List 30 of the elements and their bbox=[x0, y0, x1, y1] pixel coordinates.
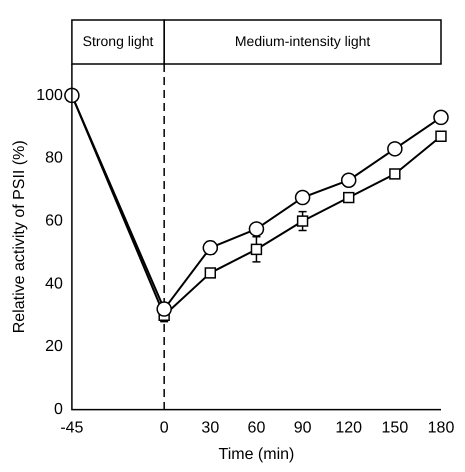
x-tick-label: 150 bbox=[382, 420, 408, 437]
point bbox=[250, 244, 262, 256]
x-tick-label: 90 bbox=[294, 420, 312, 437]
point bbox=[433, 110, 449, 126]
text: Strong light bbox=[82, 32, 154, 49]
x-tick-label: 120 bbox=[335, 420, 362, 437]
x-tick-label: -45 bbox=[60, 420, 84, 437]
y-axis-title: Relative activity of PSII (%) bbox=[11, 140, 28, 334]
x-tick-label: 180 bbox=[428, 420, 454, 437]
y-tick-label: 80 bbox=[45, 150, 63, 167]
y-tick-label: 20 bbox=[45, 338, 63, 356]
text: Medium-intensity light bbox=[234, 32, 370, 49]
x-tick-label: 30 bbox=[201, 420, 220, 437]
point bbox=[387, 141, 403, 157]
point bbox=[248, 221, 264, 237]
point bbox=[294, 190, 310, 206]
x-tick-label: 0 bbox=[160, 420, 169, 437]
point bbox=[296, 215, 308, 227]
point bbox=[343, 192, 354, 204]
y-tick-label: 60 bbox=[45, 212, 63, 230]
x-axis-title: Time (min) bbox=[218, 446, 294, 463]
y-tick-label: 100 bbox=[36, 86, 63, 104]
point bbox=[202, 240, 218, 256]
point bbox=[204, 267, 216, 279]
point bbox=[435, 130, 447, 142]
y-tick-label: 40 bbox=[45, 275, 63, 292]
point bbox=[340, 172, 356, 188]
point bbox=[389, 168, 401, 180]
y-tick-label: 0 bbox=[54, 401, 63, 418]
x-tick-label: 60 bbox=[248, 420, 266, 437]
